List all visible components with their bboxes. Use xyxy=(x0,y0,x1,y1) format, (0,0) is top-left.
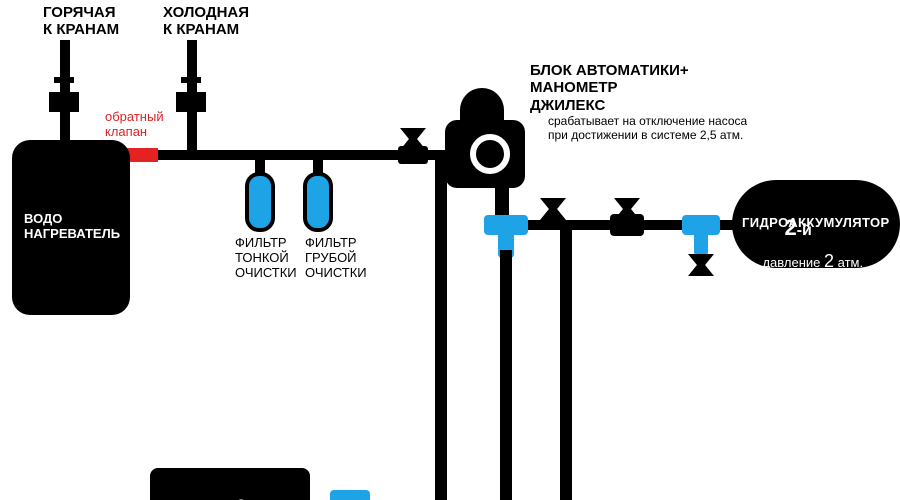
label-automation-note: срабатывает на отключение насоса при дос… xyxy=(548,115,747,143)
bottom-blue-fragment xyxy=(330,490,370,500)
label-heater: ВОДО НАГРЕВАТЕЛЬ xyxy=(24,212,120,242)
label-filter-fine: ФИЛЬТР ТОНКОЙ ОЧИСТКИ xyxy=(235,236,297,281)
accum2-press-word: давление xyxy=(762,255,820,270)
valve-main-inline-body xyxy=(398,146,428,164)
pipe-well-drop1 xyxy=(435,156,447,500)
valve-accum-drain xyxy=(688,254,714,276)
label-accum2-name: ГИДРОАККУМУЛЯТОР xyxy=(742,216,890,231)
tee-before-accum-v xyxy=(694,230,708,256)
valve-lower-2-body xyxy=(610,214,644,236)
accum2-press-val: 2 xyxy=(824,251,834,271)
filter-fine xyxy=(245,172,275,232)
valve-cold-tap xyxy=(171,80,211,120)
valve-hot-tap xyxy=(44,80,84,120)
pipe-tee-to-well xyxy=(500,250,512,500)
label-automation-block: БЛОК АВТОМАТИКИ+ МАНОМЕТР ДЖИЛЕКС xyxy=(530,62,689,114)
label-check-valve: обратный клапан xyxy=(105,110,164,140)
manometer-ring xyxy=(470,134,510,174)
pipe-well-drop2 xyxy=(560,226,572,500)
label-cold-to-taps: ХОЛОДНАЯ К КРАНАМ xyxy=(163,4,249,39)
label-hot-to-taps: ГОРЯЧАЯ К КРАНАМ xyxy=(43,4,119,39)
diagram-stage: ГОРЯЧАЯ К КРАНАМ ХОЛОДНАЯ К КРАНАМ обрат… xyxy=(0,0,900,500)
label-accum1-ord: 1-й xyxy=(210,470,262,500)
label-accum2-press: давление 2 атм. xyxy=(748,236,863,287)
accum1-ord-num: 1 xyxy=(234,495,246,500)
valve-lower-1 xyxy=(540,198,566,220)
accum2-press-unit: атм. xyxy=(838,255,863,270)
filter-coarse xyxy=(303,172,333,232)
label-filter-coarse: ФИЛЬТР ГРУБОЙ ОЧИСТКИ xyxy=(305,236,367,281)
